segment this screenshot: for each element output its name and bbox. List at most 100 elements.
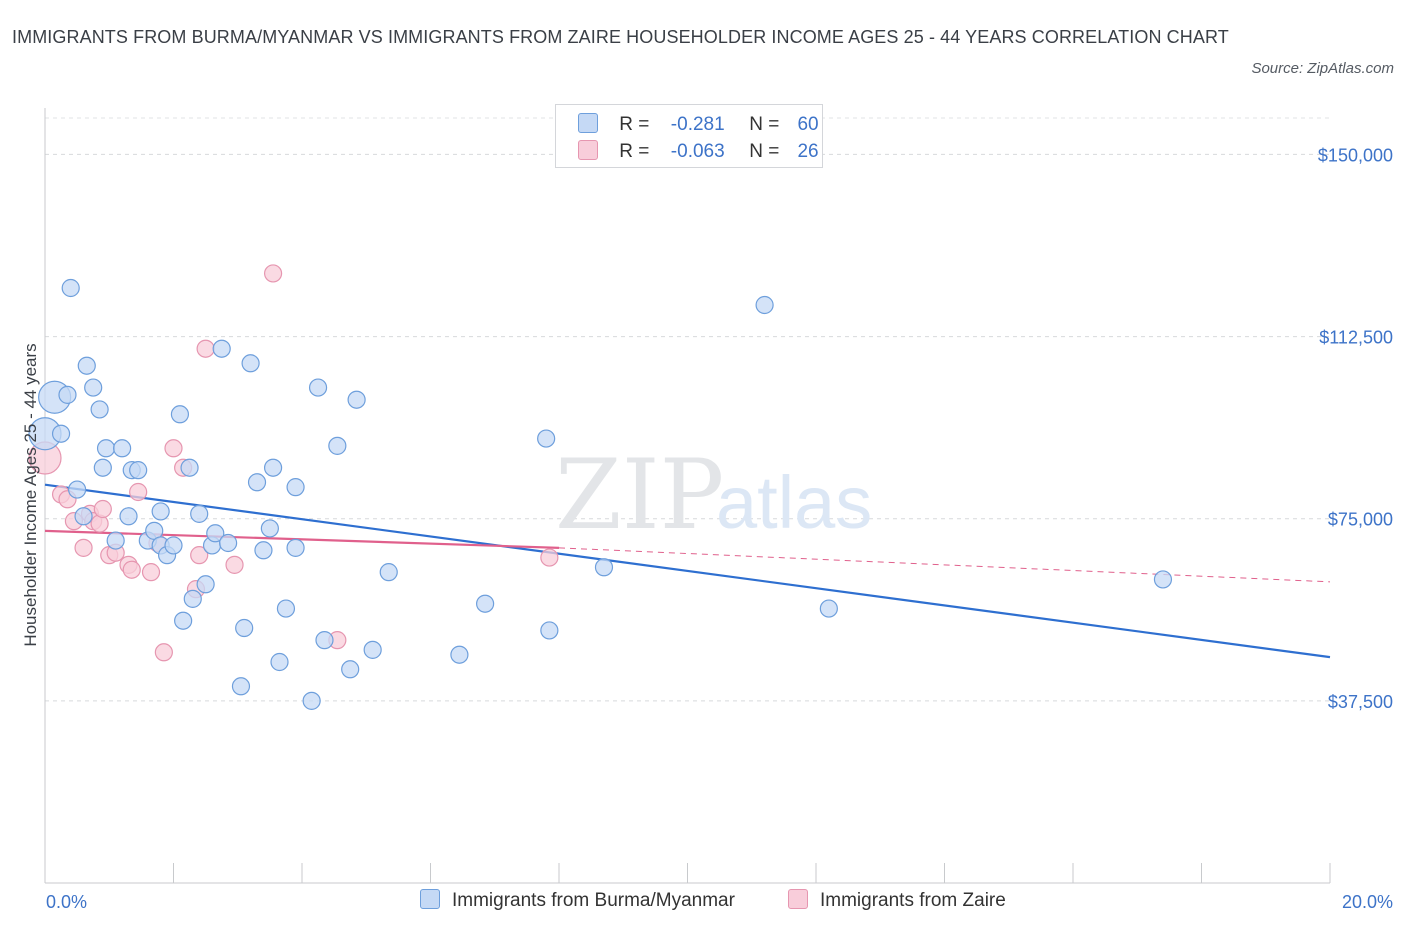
trendline-burma — [44, 483, 1331, 659]
point-burma — [196, 575, 215, 594]
point-zaire — [154, 643, 173, 662]
point-burma — [106, 531, 125, 550]
legend-swatch-zaire — [578, 140, 598, 160]
source-label: Source: ZipAtlas.com — [1251, 60, 1394, 77]
trendline-zaire — [44, 529, 560, 549]
point-burma — [68, 480, 87, 499]
point-burma — [61, 278, 80, 298]
y-axis-label: Householder Income Ages 25 - 44 years — [21, 343, 40, 646]
point-burma — [112, 439, 132, 458]
y-tick-label: $150,000 — [1318, 145, 1393, 165]
chart-title: IMMIGRANTS FROM BURMA/MYANMAR VS IMMIGRA… — [12, 27, 1229, 47]
point-burma — [174, 611, 193, 630]
point-burma — [341, 660, 360, 679]
point-burma — [231, 677, 251, 696]
point-burma — [129, 461, 148, 480]
point-burma — [308, 378, 328, 397]
point-burma — [219, 533, 238, 553]
point-burma — [77, 356, 96, 375]
y-tick-label: $75,000 — [1328, 510, 1393, 530]
point-zaire — [93, 499, 112, 519]
point-zaire — [129, 482, 148, 502]
legend-row-zaire: R = -0.063 N = 26 — [578, 140, 819, 166]
point-burma — [328, 436, 347, 455]
trend-lines — [44, 483, 1331, 659]
legend-swatch-burma — [420, 889, 440, 909]
point-burma — [93, 458, 112, 477]
point-burma — [476, 594, 495, 613]
points-burma — [28, 278, 1173, 710]
gridlines — [45, 117, 1330, 702]
point-zaire — [122, 560, 141, 579]
watermark-atlas: atlas — [716, 461, 872, 544]
point-burma — [540, 621, 559, 640]
axes — [44, 108, 1331, 884]
point-zaire — [74, 538, 93, 557]
trendline-zaire-extension — [558, 547, 1331, 583]
legend-label-zaire: Immigrants from Zaire — [820, 890, 1006, 911]
point-burma — [254, 541, 273, 560]
watermark-zip: ZIP — [555, 439, 724, 551]
point-burma — [206, 524, 225, 543]
legend-r-value: -0.281 — [670, 114, 725, 135]
point-burma — [119, 507, 138, 526]
point-burma — [594, 558, 614, 577]
point-burma — [286, 538, 305, 557]
point-zaire — [141, 563, 161, 582]
legend-r-label: R = — [619, 141, 650, 162]
point-zaire — [196, 339, 215, 358]
legend-item-zaire: Immigrants from Zaire — [788, 889, 1006, 912]
point-burma — [363, 640, 382, 659]
point-burma — [1153, 570, 1173, 589]
point-zaire — [164, 439, 183, 458]
legend-n-value: 60 — [797, 114, 819, 135]
point-burma — [347, 390, 366, 409]
point-burma — [276, 599, 296, 618]
point-zaire — [225, 555, 244, 574]
point-burma — [302, 691, 321, 710]
point-burma — [183, 589, 202, 608]
legend-r-value: -0.063 — [670, 141, 725, 162]
point-burma — [263, 458, 283, 477]
point-zaire — [190, 546, 209, 565]
legend-n-label: N = — [749, 114, 780, 135]
point-burma — [450, 645, 469, 664]
point-burma — [270, 652, 289, 672]
legend-swatch-burma — [578, 113, 598, 133]
point-burma — [819, 599, 838, 618]
point-burma — [247, 473, 267, 492]
point-burma — [74, 507, 93, 526]
legend-n-value: 26 — [797, 141, 819, 162]
correlation-legend: R = -0.281 N = 60 R = -0.063 N = 26 — [555, 104, 823, 168]
point-burma — [84, 378, 103, 397]
tick-labels: $37,500 $75,000 $112,500 $150,000 0.0% 20.0% H… — [21, 145, 1393, 912]
y-tick-label: $37,500 — [1328, 692, 1393, 712]
point-burma — [90, 400, 109, 419]
point-burma — [241, 354, 260, 373]
legend-row-burma: R = -0.281 N = 60 — [578, 113, 819, 139]
point-burma — [170, 405, 190, 424]
point-burma — [58, 385, 77, 404]
point-burma — [190, 504, 209, 523]
point-zaire — [540, 548, 559, 567]
point-burma — [180, 458, 199, 477]
point-burma — [235, 618, 254, 638]
x-tick-label: 0.0% — [46, 892, 87, 912]
point-burma — [151, 502, 170, 521]
legend-item-burma: Immigrants from Burma/Myanmar — [420, 889, 735, 912]
x-tick-label: 20.0% — [1342, 892, 1393, 912]
legend-n-label: N = — [749, 141, 780, 162]
point-burma — [537, 429, 556, 448]
point-burma — [212, 339, 231, 358]
point-burma — [286, 478, 305, 497]
point-burma — [755, 295, 774, 315]
legend-r-label: R = — [619, 114, 650, 135]
point-burma — [379, 563, 398, 582]
legend-label-burma: Immigrants from Burma/Myanmar — [452, 890, 735, 911]
point-burma — [164, 536, 183, 555]
point-burma — [51, 424, 71, 443]
point-zaire — [263, 264, 283, 283]
point-burma — [96, 439, 116, 458]
